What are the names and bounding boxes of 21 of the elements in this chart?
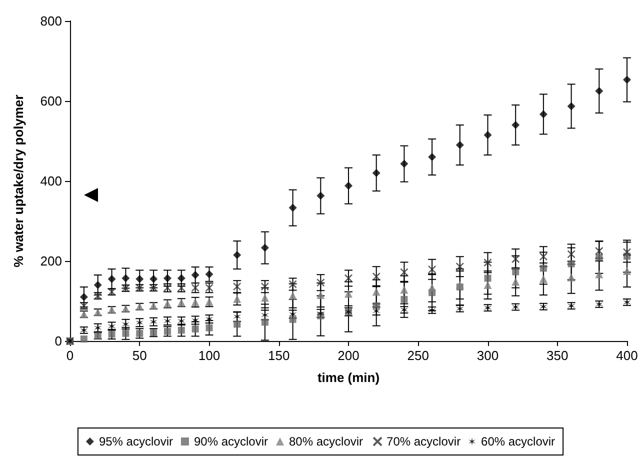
y-tick-label: 0 bbox=[54, 334, 62, 348]
x-tick-label: 0 bbox=[66, 348, 74, 363]
y-tick-label: 800 bbox=[40, 14, 62, 28]
x-tick-label: 100 bbox=[198, 348, 220, 363]
legend-label: 70% acyclovir bbox=[386, 434, 461, 448]
x-tick-label: 200 bbox=[338, 348, 360, 363]
legend-label: 60% acyclovir bbox=[481, 434, 556, 448]
x-axis-title: time (min) bbox=[317, 370, 380, 385]
x-tick-label: 400 bbox=[616, 348, 638, 363]
legend-label: 90% acyclovir bbox=[194, 434, 268, 448]
y-tick-label: 400 bbox=[40, 174, 62, 188]
x-tick-label: 350 bbox=[546, 348, 568, 363]
y-tick-label: 600 bbox=[40, 94, 62, 108]
x-tick-label: 150 bbox=[268, 348, 290, 363]
x-tick-label: 250 bbox=[407, 348, 429, 363]
legend-label: 80% acyclovir bbox=[289, 434, 364, 448]
legend-label: 95% acyclovir bbox=[98, 434, 173, 448]
x-tick-label: 300 bbox=[476, 348, 499, 363]
y-tick-label: 200 bbox=[40, 254, 62, 268]
x-tick-label: 50 bbox=[132, 348, 147, 363]
y-axis-title: % water uptake/dry polymer bbox=[11, 94, 26, 268]
